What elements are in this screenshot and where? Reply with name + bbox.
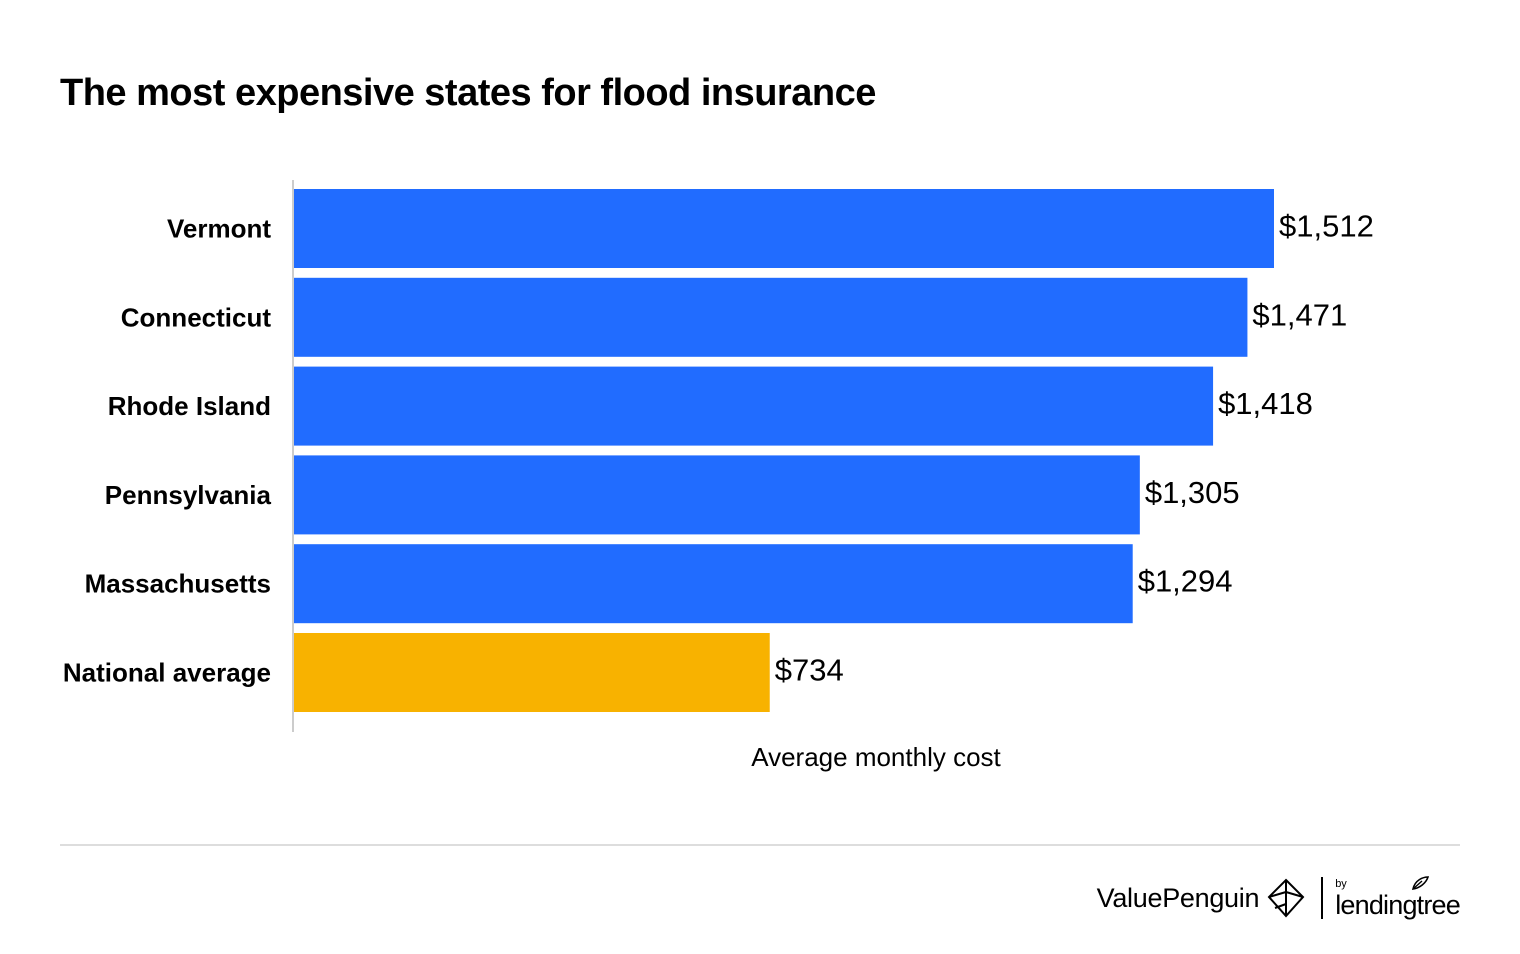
valuepenguin-wordmark: ValuePenguin xyxy=(1096,882,1260,913)
lendingtree-wordmark: lendingtree xyxy=(1335,890,1461,920)
value-label: $734 xyxy=(775,653,844,688)
category-label: Connecticut xyxy=(121,302,272,332)
category-label: National average xyxy=(63,658,271,688)
by-label: by xyxy=(1335,878,1347,890)
value-labels-group: $1,512 $1,471 $1,418 $1,305 $1,294 $734 xyxy=(775,209,1374,688)
category-label: Rhode Island xyxy=(108,391,271,421)
chart-title: The most expensive states for flood insu… xyxy=(60,72,876,114)
value-label: $1,471 xyxy=(1252,297,1347,332)
category-label: Vermont xyxy=(167,214,271,244)
value-label: $1,305 xyxy=(1145,475,1240,510)
lendingtree-leaf-icon xyxy=(1412,876,1430,890)
bar-massachusetts xyxy=(294,544,1133,624)
value-label: $1,512 xyxy=(1279,209,1374,244)
lendingtree-logo: by lendingtree xyxy=(1335,876,1461,920)
bar-connecticut xyxy=(294,277,1248,357)
footer-divider xyxy=(60,844,1460,846)
value-label: $1,294 xyxy=(1138,564,1233,599)
bar-national-average xyxy=(294,633,770,712)
bars-group xyxy=(294,189,1274,712)
category-label: Massachusetts xyxy=(85,569,271,599)
bar-vermont xyxy=(294,189,1274,268)
logo-separator xyxy=(1321,877,1324,919)
x-axis-title: Average monthly cost xyxy=(751,742,1001,772)
category-labels-group: Vermont Connecticut Rhode Island Pennsylvan… xyxy=(63,214,272,688)
bar-pennsylvania xyxy=(294,455,1140,535)
value-label: $1,418 xyxy=(1218,386,1313,421)
bar-rhode-island xyxy=(294,366,1214,446)
footer-logos: ValuePenguin by lendingtree xyxy=(1096,874,1461,922)
category-label: Pennsylvania xyxy=(105,480,272,510)
valuepenguin-logo-icon xyxy=(1267,878,1305,918)
